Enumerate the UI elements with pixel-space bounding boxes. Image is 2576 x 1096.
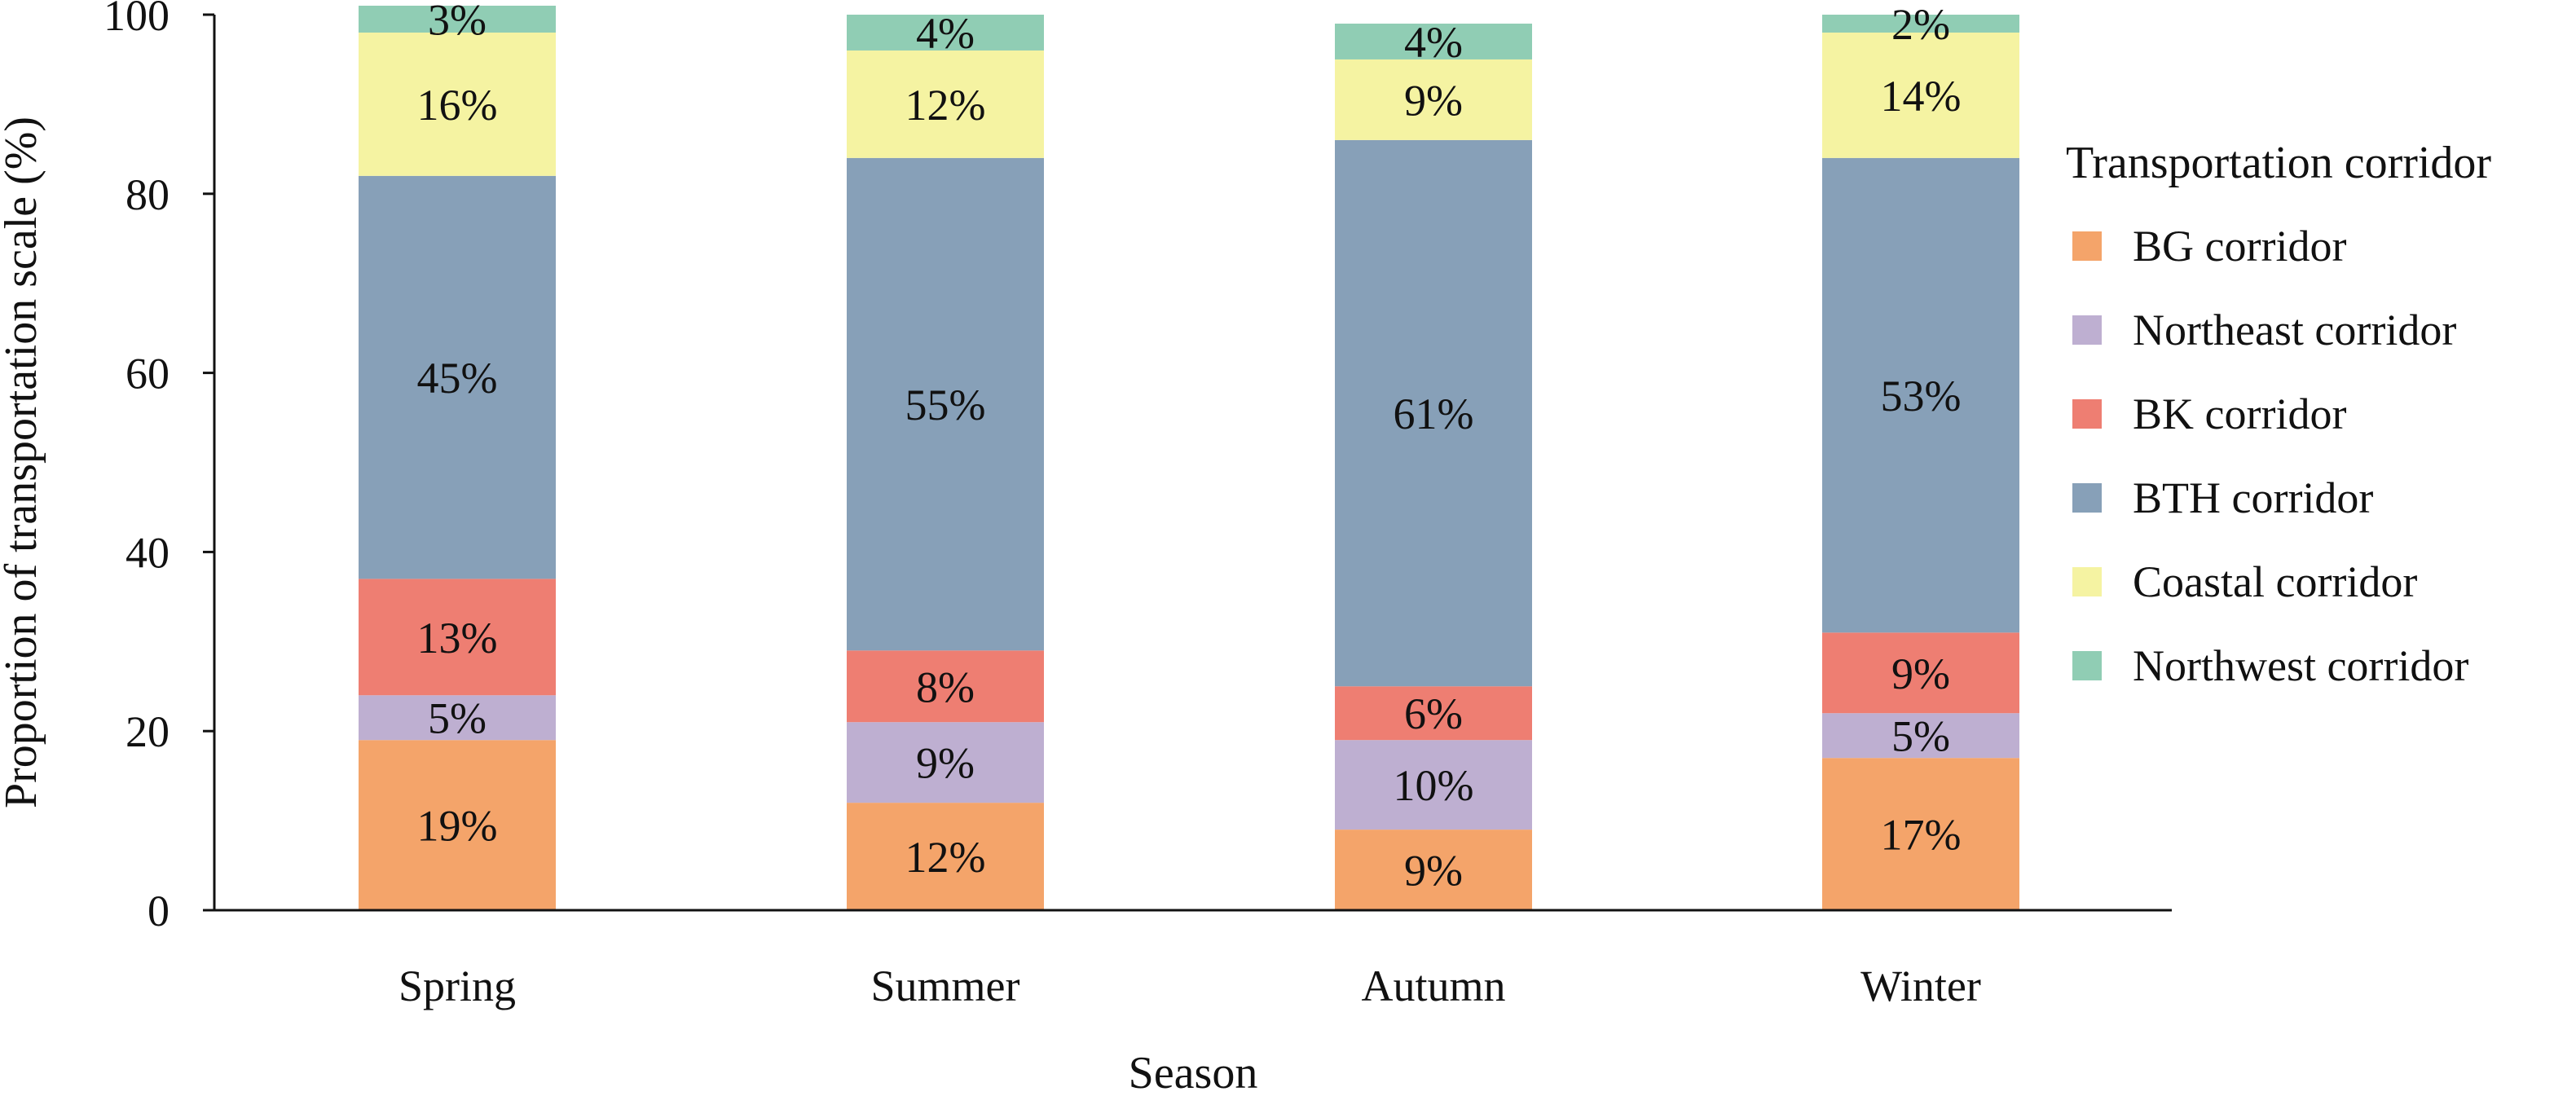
bar-value-label: 53% xyxy=(1881,372,1962,420)
bar-value-label: 55% xyxy=(905,381,986,429)
y-ticks-group: 0 20 40 60 80 100 xyxy=(103,0,214,935)
legend: Transportation corridor BG corridor North… xyxy=(2066,138,2491,690)
bar-segment xyxy=(359,32,556,176)
bar-segment xyxy=(359,740,556,910)
y-axis-title: Proportion of transportation scale (%) xyxy=(0,117,46,808)
bar-value-label: 4% xyxy=(916,9,975,58)
bar-value-label: 9% xyxy=(1891,649,1950,698)
bar-segment xyxy=(1335,139,1532,687)
bar-value-label: 17% xyxy=(1881,811,1962,860)
bar-segment xyxy=(847,803,1044,910)
legend-label: Coastal corridor xyxy=(2133,557,2417,606)
bar-value-label: 12% xyxy=(905,81,986,130)
bar-value-label: 61% xyxy=(1394,390,1474,438)
bar-segment xyxy=(1335,740,1532,830)
bars-group xyxy=(359,6,2019,910)
bar-value-label: 45% xyxy=(417,354,498,403)
y-tick-label: 20 xyxy=(125,707,170,756)
bar-segment xyxy=(359,175,556,579)
bar-value-label: 9% xyxy=(1404,847,1463,896)
x-category-label: Spring xyxy=(399,962,516,1010)
bar-segment xyxy=(847,157,1044,651)
bar-value-label: 3% xyxy=(428,0,487,44)
bar-segment xyxy=(1335,686,1532,741)
legend-swatch xyxy=(2072,399,2102,429)
x-category-label: Summer xyxy=(871,962,1020,1010)
legend-label: Northwest corridor xyxy=(2133,641,2468,690)
bar-segment xyxy=(1822,15,2019,33)
bar-value-label: 5% xyxy=(1891,712,1950,761)
legend-swatch xyxy=(2072,567,2102,596)
bar-segment xyxy=(1822,157,2019,633)
y-tick-label: 0 xyxy=(148,887,170,935)
y-tick-label: 80 xyxy=(125,170,170,219)
bar-segment xyxy=(1822,632,2019,714)
bar-value-label: 16% xyxy=(417,81,498,130)
bar-segment xyxy=(847,50,1044,158)
y-tick-label: 40 xyxy=(125,528,170,577)
legend-swatch xyxy=(2072,483,2102,513)
x-axis-title: Season xyxy=(1129,1048,1258,1096)
legend-label: BTH corridor xyxy=(2133,473,2373,522)
y-tick-label: 60 xyxy=(125,350,170,398)
x-ticks-group: Spring Summer Autumn Winter xyxy=(399,962,1981,1010)
bar-segment xyxy=(1335,59,1532,140)
legend-swatch xyxy=(2072,651,2102,680)
axes-group xyxy=(213,15,2172,912)
bar-segment xyxy=(1822,713,2019,759)
x-category-label: Winter xyxy=(1860,962,1981,1010)
bar-value-label: 6% xyxy=(1404,689,1463,738)
legend-label: BK corridor xyxy=(2133,390,2346,438)
bar-segment xyxy=(359,579,556,696)
bar-segment xyxy=(1822,32,2019,158)
bar-labels-group: 19% 5% 13% 45% 16% 3% 12% 9% 8% 55% 12% 4% 9% 10% 6% 61… xyxy=(417,0,1962,896)
bar-segment xyxy=(359,695,556,741)
y-tick-label: 100 xyxy=(103,0,170,40)
bar-value-label: 2% xyxy=(1891,0,1950,49)
bar-segment xyxy=(1335,830,1532,910)
bar-value-label: 10% xyxy=(1394,761,1474,810)
bar-value-label: 14% xyxy=(1881,72,1962,121)
legend-label: BG corridor xyxy=(2133,222,2346,271)
bar-value-label: 4% xyxy=(1404,18,1463,67)
bar-segment xyxy=(1335,23,1532,59)
bar-value-label: 9% xyxy=(1404,76,1463,125)
bar-segment xyxy=(847,15,1044,51)
bar-segment xyxy=(847,650,1044,723)
bar-segment xyxy=(359,6,556,33)
x-category-label: Autumn xyxy=(1361,962,1505,1010)
bar-value-label: 8% xyxy=(916,662,975,711)
legend-swatch xyxy=(2072,315,2102,345)
bar-value-label: 19% xyxy=(417,802,498,851)
bar-segment xyxy=(1822,758,2019,910)
bar-segment xyxy=(847,722,1044,803)
bar-value-label: 9% xyxy=(916,739,975,788)
legend-title: Transportation corridor xyxy=(2066,138,2491,188)
bar-value-label: 5% xyxy=(428,694,487,743)
legend-label: Northeast corridor xyxy=(2133,306,2456,354)
bar-value-label: 12% xyxy=(905,833,986,882)
bar-value-label: 13% xyxy=(417,614,498,662)
legend-swatch xyxy=(2072,231,2102,261)
